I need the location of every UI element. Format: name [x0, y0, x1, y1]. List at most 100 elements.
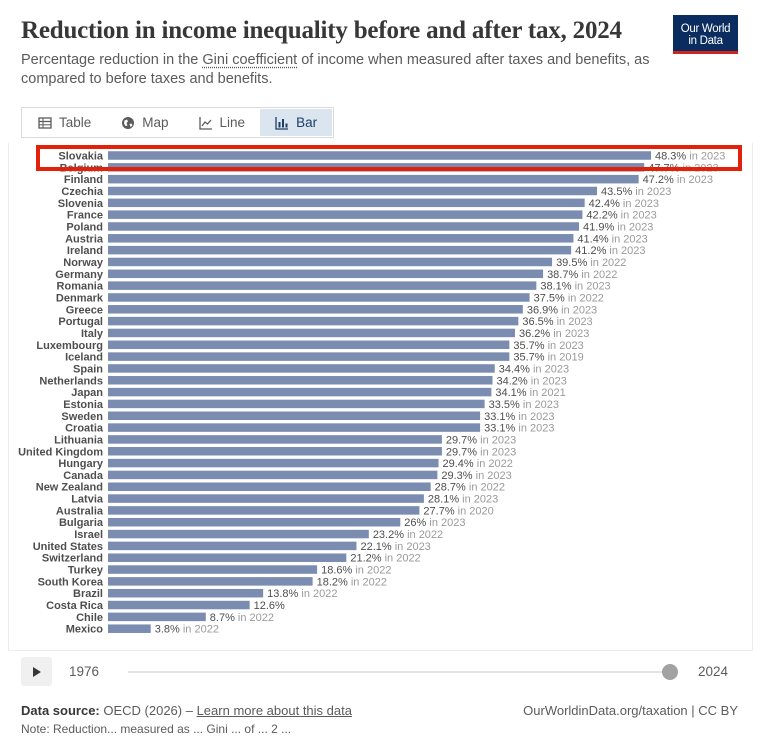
- learn-more-link[interactable]: Learn more about this data: [196, 703, 352, 718]
- bar-row[interactable]: Australia 27.7% in 2020: [56, 505, 494, 517]
- bar-row[interactable]: Germany 38.7% in 2022: [55, 269, 617, 281]
- bar-row[interactable]: Ireland 41.2% in 2023: [67, 245, 646, 257]
- gini-coefficient-link[interactable]: Gini coefficient: [202, 52, 298, 68]
- bar-row[interactable]: Slovenia 42.4% in 2023: [58, 198, 659, 210]
- bar-row[interactable]: Greece 36.9% in 2023: [66, 304, 598, 316]
- bar-row[interactable]: Denmark 37.5% in 2022: [56, 292, 604, 304]
- bar[interactable]: [108, 222, 580, 231]
- bar[interactable]: [108, 316, 519, 326]
- bar[interactable]: [108, 186, 598, 196]
- bar[interactable]: [108, 624, 151, 633]
- category-label: Romania: [57, 281, 104, 293]
- bar[interactable]: [108, 352, 510, 361]
- bar[interactable]: [108, 506, 420, 515]
- tab-bar-label: Bar: [296, 115, 318, 130]
- bar[interactable]: [108, 482, 431, 491]
- bar[interactable]: [108, 470, 438, 480]
- bar[interactable]: [108, 435, 442, 444]
- bar-row[interactable]: Italy 36.2% in 2023: [81, 328, 589, 340]
- footer-credit[interactable]: OurWorldinData.org/taxation | CC BY: [523, 703, 738, 718]
- tab-bar[interactable]: Bar: [260, 109, 333, 136]
- bar[interactable]: [108, 210, 583, 219]
- tab-line[interactable]: Line: [184, 109, 261, 136]
- owid-logo[interactable]: Our World in Data: [673, 15, 738, 54]
- bar[interactable]: [108, 529, 369, 539]
- bar[interactable]: [108, 163, 645, 172]
- bar-row[interactable]: Czechia 43.5% in 2023: [61, 186, 671, 198]
- bar-row[interactable]: France 42.2% in 2023: [67, 210, 657, 222]
- bar[interactable]: [108, 387, 492, 397]
- bar-row[interactable]: Mexico 3.8% in 2022: [66, 624, 219, 636]
- tab-map[interactable]: Map: [106, 109, 183, 136]
- bar[interactable]: [108, 588, 264, 598]
- bar[interactable]: [108, 328, 515, 338]
- bar[interactable]: [108, 565, 318, 574]
- bar-row[interactable]: Spain 34.4% in 2023: [73, 363, 569, 375]
- bar-row[interactable]: New Zealand 28.7% in 2022: [36, 482, 505, 494]
- bar[interactable]: [108, 364, 495, 373]
- bar[interactable]: [108, 269, 544, 279]
- bar[interactable]: [108, 151, 651, 160]
- bar-row[interactable]: Estonia 33.5% in 2023: [63, 399, 559, 411]
- bar-row[interactable]: South Korea 18.2% in 2022: [38, 576, 387, 588]
- tab-table[interactable]: Table: [23, 109, 106, 136]
- bar[interactable]: [108, 234, 574, 243]
- bar-row[interactable]: Costa Rica 12.6%: [46, 600, 285, 612]
- bar[interactable]: [108, 458, 439, 468]
- category-label: Greece: [66, 304, 103, 316]
- bar-row[interactable]: Chile 8.7% in 2022: [76, 612, 274, 624]
- value-label: 47.2% in 2023: [643, 174, 713, 186]
- bar-row[interactable]: Slovakia 48.3% in 2023: [58, 151, 725, 163]
- bar[interactable]: [108, 612, 206, 622]
- bar[interactable]: [108, 553, 347, 562]
- bar-row[interactable]: Hungary 29.4% in 2022: [58, 458, 513, 470]
- play-button[interactable]: [21, 657, 52, 686]
- bar[interactable]: [108, 423, 481, 432]
- bar[interactable]: [108, 447, 442, 456]
- bar-row[interactable]: Austria 41.4% in 2023: [65, 233, 648, 245]
- bar-row[interactable]: Bulgaria 26% in 2023: [59, 517, 466, 529]
- bar[interactable]: [108, 494, 424, 503]
- category-label: Slovenia: [58, 198, 104, 210]
- bar-row[interactable]: Sweden 33.1% in 2023: [61, 411, 554, 423]
- bar-row[interactable]: Finland 47.2% in 2023: [64, 174, 713, 186]
- bar-row[interactable]: Canada 29.3% in 2023: [63, 470, 512, 482]
- bar[interactable]: [108, 257, 553, 267]
- bar-row[interactable]: Latvia 28.1% in 2023: [71, 494, 498, 506]
- bar[interactable]: [108, 245, 572, 255]
- category-label: Lithuania: [54, 434, 104, 446]
- bar[interactable]: [108, 399, 485, 409]
- bar[interactable]: [108, 411, 481, 421]
- bar[interactable]: [108, 577, 313, 586]
- bar-row[interactable]: Switzerland 21.2% in 2022: [42, 553, 421, 565]
- bar-row[interactable]: United States 22.1% in 2023: [33, 541, 431, 553]
- bar[interactable]: [108, 376, 493, 385]
- bar[interactable]: [108, 281, 537, 290]
- bar-row[interactable]: Luxembourg 35.7% in 2023: [36, 340, 583, 352]
- bar-row[interactable]: Belgium 47.7% in 2023: [60, 162, 719, 174]
- bar[interactable]: [108, 517, 401, 527]
- bar-row[interactable]: Poland 41.9% in 2023: [66, 221, 653, 233]
- bar[interactable]: [108, 340, 510, 350]
- bar-row[interactable]: United Kingdom 29.7% in 2023: [18, 446, 516, 458]
- bar-row[interactable]: Norway 39.5% in 2022: [63, 257, 626, 269]
- value-label: 29.4% in 2022: [443, 458, 513, 470]
- timeline-track[interactable]: [128, 671, 671, 673]
- bar[interactable]: [108, 293, 530, 302]
- bar[interactable]: [108, 174, 639, 184]
- bar-row[interactable]: Lithuania 29.7% in 2023: [54, 434, 516, 446]
- bar[interactable]: [108, 305, 523, 314]
- bar-row[interactable]: Turkey 18.6% in 2022: [68, 565, 392, 577]
- bar-row[interactable]: Japan 34.1% in 2021: [71, 387, 566, 399]
- bar[interactable]: [108, 600, 250, 610]
- bar-row[interactable]: Netherlands 34.2% in 2023: [39, 375, 566, 387]
- bar-row[interactable]: Israel 23.2% in 2022: [74, 529, 443, 541]
- bar-row[interactable]: Croatia 33.1% in 2023: [65, 423, 554, 435]
- bar-row[interactable]: Portugal 36.5% in 2023: [58, 316, 592, 328]
- bar-row[interactable]: Brazil 13.8% in 2022: [73, 588, 337, 600]
- bar-row[interactable]: Iceland 35.7% in 2019: [65, 352, 584, 364]
- timeline-handle[interactable]: [662, 664, 678, 680]
- bar[interactable]: [108, 198, 585, 208]
- bar-row[interactable]: Romania 38.1% in 2023: [57, 281, 611, 293]
- bar[interactable]: [108, 541, 357, 551]
